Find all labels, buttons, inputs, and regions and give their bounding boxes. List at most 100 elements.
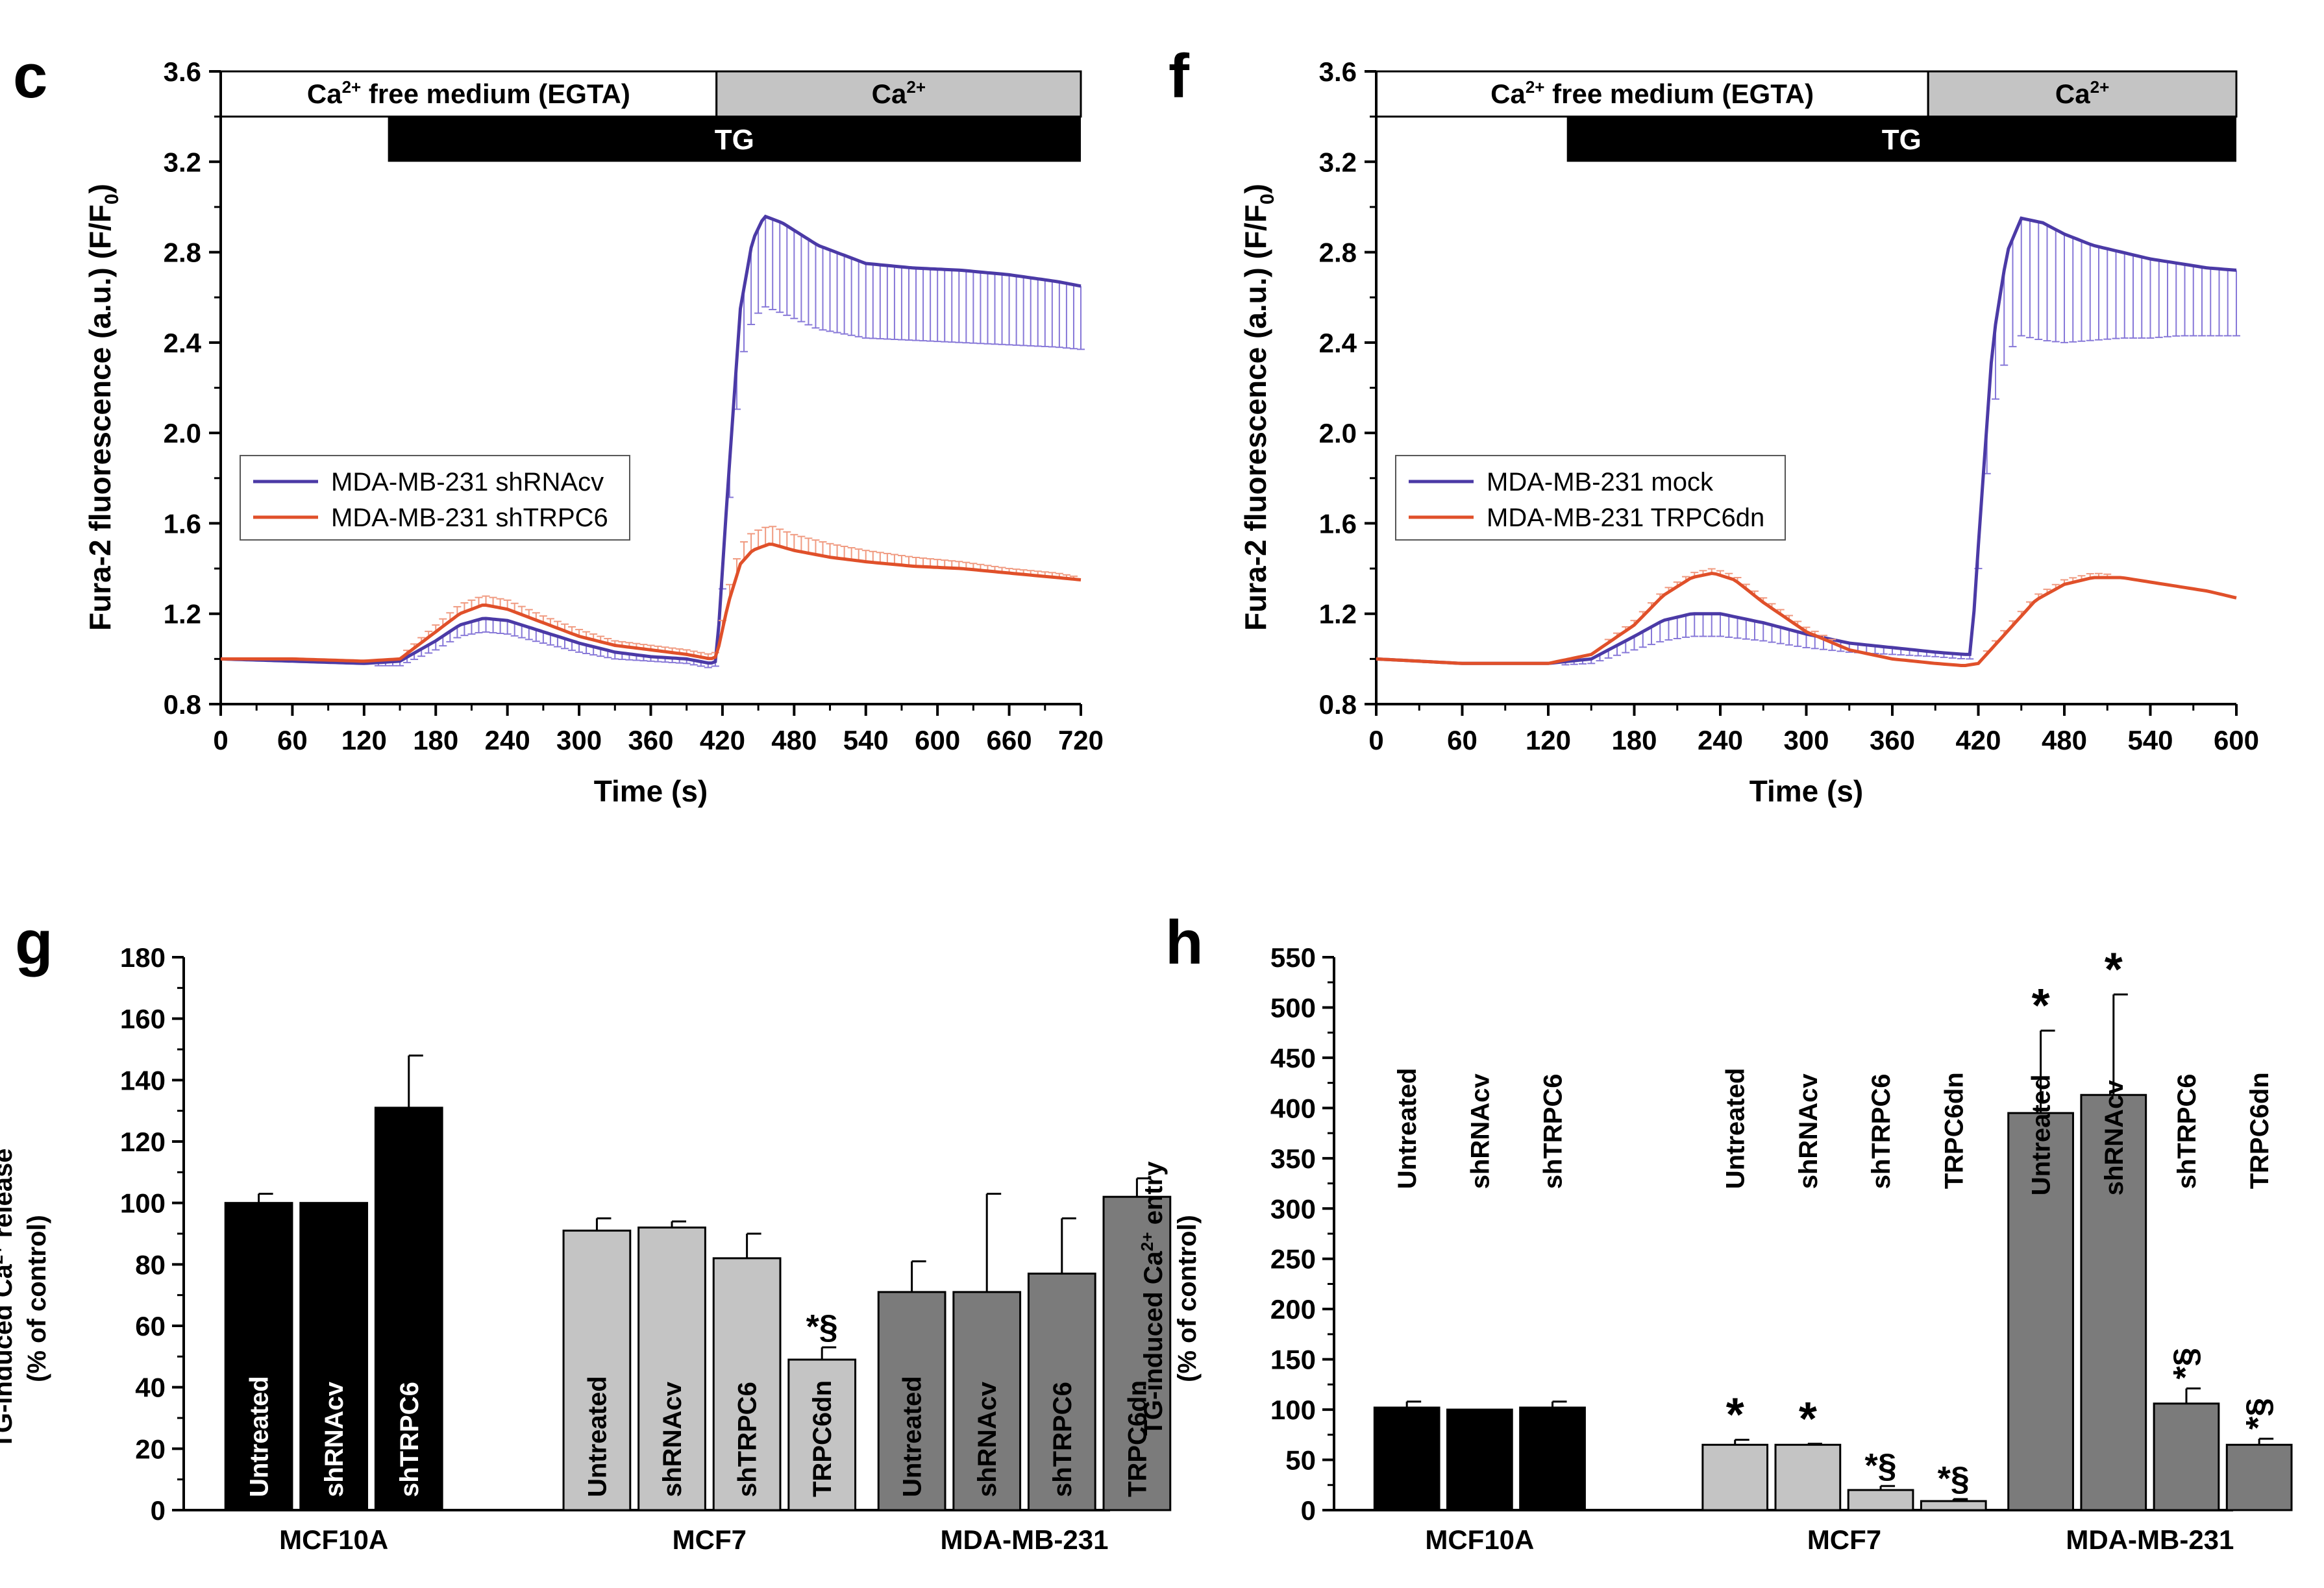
h-sig-label: * bbox=[2032, 980, 2050, 1032]
f-legend-label: MDA-MB-231 mock bbox=[1487, 468, 1714, 496]
h-y-axis-label-line1-sup: 2+ bbox=[1137, 1232, 1157, 1251]
g-bar-label: Untreated bbox=[898, 1376, 927, 1497]
h-bar bbox=[1920, 1500, 1987, 1511]
g-group-label: MCF10A bbox=[279, 1524, 388, 1555]
f-ca-label-base: Ca bbox=[2055, 79, 2090, 109]
h-bar-label: Untreated bbox=[1393, 1068, 1422, 1190]
f-legend-label: MDA-MB-231 TRPC6dn bbox=[1487, 504, 1764, 532]
c-legend-label: MDA-MB-231 shTRPC6 bbox=[331, 504, 608, 532]
g-bar bbox=[637, 1227, 706, 1511]
g-y-axis-label-line2: (% of control) bbox=[23, 1215, 51, 1382]
f-ca-free-box bbox=[1375, 70, 1929, 118]
g-ytick-label: 40 bbox=[135, 1373, 166, 1403]
f-y-axis-label-end: ) bbox=[1239, 184, 1272, 193]
c-legend-label: MDA-MB-231 shRNAcv bbox=[331, 468, 604, 496]
c-series-line bbox=[220, 214, 1082, 665]
g-ytick-label: 180 bbox=[120, 942, 166, 973]
f-ytick-label: 3.2 bbox=[1319, 147, 1357, 177]
h-bar bbox=[1701, 1443, 1769, 1511]
c-x-axis-label: Time (s) bbox=[594, 774, 708, 808]
h-y-axis-label-line2: (% of control) bbox=[1173, 1215, 1202, 1382]
g-bar bbox=[1027, 1273, 1096, 1511]
f-ca-free-label-sup: 2+ bbox=[1526, 77, 1545, 97]
f-ca-label: Ca2+ bbox=[2055, 77, 2109, 109]
g-group-MDA-MB-231: Untreated shRNAcv shTRPC6 TRPC6dn MDA-MB-231 bbox=[877, 1177, 1172, 1555]
h-bar bbox=[2153, 1402, 2220, 1511]
h-group-MCF7: Untreated * shRNAcv * shTRPC6 *§ TRPC6dn *§ MCF7 bbox=[1701, 1068, 1987, 1555]
h-ytick-label: 0 bbox=[1301, 1495, 1316, 1526]
h-sig-label: * bbox=[1799, 1393, 1817, 1445]
c-xtick-label: 720 bbox=[1058, 725, 1104, 755]
h-ytick-label: 150 bbox=[1270, 1345, 1316, 1375]
h-bar bbox=[1774, 1443, 1842, 1511]
f-x-axis-label: Time (s) bbox=[1749, 774, 1864, 808]
h-ytick-label: 300 bbox=[1270, 1193, 1316, 1224]
c-y-axis-label-end: ) bbox=[83, 184, 117, 193]
f-ca-label-sup: 2+ bbox=[2090, 77, 2110, 97]
h-ytick-label: 400 bbox=[1270, 1093, 1316, 1123]
f-xtick-label: 420 bbox=[1955, 725, 2001, 755]
c-series-1 bbox=[221, 526, 1082, 663]
c-tg-box bbox=[388, 116, 1081, 162]
c-ca-box bbox=[715, 70, 1082, 118]
f-xtick-label: 360 bbox=[1870, 725, 1915, 755]
f-xtick-label: 300 bbox=[1783, 725, 1829, 755]
f-xtick-label: 480 bbox=[2042, 725, 2087, 755]
g-bar bbox=[562, 1229, 632, 1511]
g-bar bbox=[787, 1358, 857, 1511]
h-ytick-label: 100 bbox=[1270, 1395, 1316, 1425]
c-series-line bbox=[221, 542, 1082, 663]
g-bar-label: TRPC6dn bbox=[1123, 1380, 1152, 1497]
c-xtick-label: 60 bbox=[277, 725, 308, 755]
g-sig-label: *§ bbox=[806, 1308, 838, 1346]
panel-f-line-chart: Ca2+ free medium (EGTA) Ca2+TG0.81.21.62.… bbox=[1168, 42, 2259, 808]
h-sig-label: *§ bbox=[2167, 1347, 2205, 1379]
f-ytick-label: 0.8 bbox=[1319, 689, 1357, 720]
f-ytick-label: 1.6 bbox=[1319, 508, 1357, 539]
g-y-axis-label-line1-end: release bbox=[0, 1148, 18, 1245]
g-bar-label: shTRPC6 bbox=[395, 1382, 424, 1497]
h-bar-label: shTRPC6 bbox=[2173, 1073, 2201, 1189]
h-group-MCF10A: Untreated shRNAcv shTRPC6 MCF10A bbox=[1373, 1068, 1586, 1555]
c-xtick-label: 120 bbox=[341, 725, 387, 755]
h-sig-label: * bbox=[2105, 944, 2123, 996]
h-group-label: MCF7 bbox=[1807, 1524, 1881, 1555]
c-legend-box bbox=[240, 454, 630, 541]
g-bar bbox=[952, 1291, 1022, 1511]
h-sig-label: *§ bbox=[1938, 1460, 1970, 1498]
g-bar-label: shTRPC6 bbox=[734, 1382, 762, 1497]
h-sig-label: *§ bbox=[1865, 1447, 1897, 1485]
c-xtick-label: 0 bbox=[213, 725, 228, 755]
c-ytick-label: 3.6 bbox=[164, 56, 201, 87]
h-sig-label: *§ bbox=[2240, 1398, 2277, 1430]
h-bar bbox=[2225, 1443, 2293, 1511]
f-y-axis-label-sub: 0 bbox=[1257, 193, 1278, 204]
c-ytick-label: 3.2 bbox=[164, 147, 201, 177]
f-xtick-label: 240 bbox=[1698, 725, 1743, 755]
g-bar-label: Untreated bbox=[245, 1376, 274, 1497]
c-xtick-label: 300 bbox=[556, 725, 602, 755]
c-ca-label: Ca2+ bbox=[872, 77, 926, 109]
c-ytick-label: 1.2 bbox=[164, 599, 201, 629]
c-series-0 bbox=[220, 214, 1085, 668]
f-tg-box bbox=[1566, 116, 2236, 162]
h-bar bbox=[2080, 1093, 2147, 1511]
f-ytick-label: 1.2 bbox=[1319, 599, 1357, 629]
f-xtick-label: 0 bbox=[1368, 725, 1383, 755]
g-ytick-label: 0 bbox=[151, 1495, 166, 1526]
c-ytick-label: 0.8 bbox=[164, 689, 201, 720]
g-panel-letter: g bbox=[15, 908, 53, 977]
c-xtick-label: 660 bbox=[987, 725, 1032, 755]
c-ca-free-label-base: Ca bbox=[307, 79, 342, 109]
g-bar bbox=[299, 1202, 369, 1511]
h-sig-label: * bbox=[1726, 1389, 1744, 1441]
f-xtick-label: 60 bbox=[1447, 725, 1477, 755]
f-ca-free-label-rest: free medium (EGTA) bbox=[1544, 79, 1814, 109]
c-ytick-label: 1.6 bbox=[164, 508, 201, 539]
h-bar bbox=[1373, 1406, 1440, 1511]
g-y-axis-label-line1-base: TG-induced Ca bbox=[0, 1264, 18, 1448]
f-panel-letter: f bbox=[1168, 42, 1190, 111]
h-ytick-label: 50 bbox=[1285, 1445, 1316, 1476]
h-bar-label: shTRPC6 bbox=[1867, 1073, 1896, 1189]
f-series-1 bbox=[1376, 568, 2237, 667]
